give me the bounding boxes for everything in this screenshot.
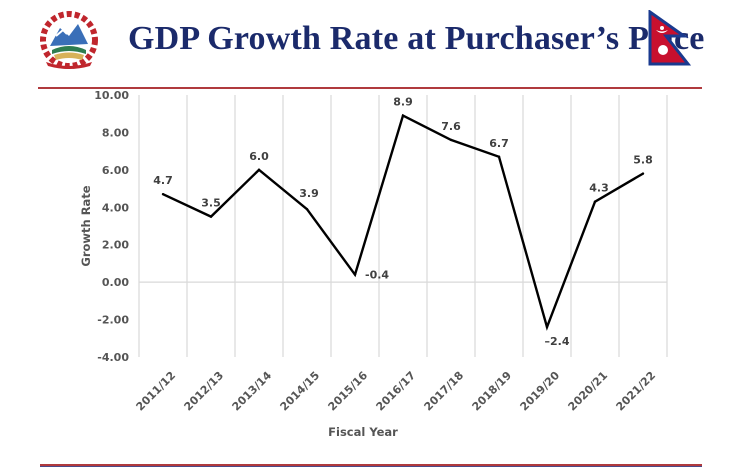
data-label: 5.8 bbox=[633, 154, 653, 167]
data-label: 3.9 bbox=[299, 187, 319, 200]
nepal-emblem-icon bbox=[40, 11, 98, 69]
y-tick-label: -4.00 bbox=[97, 351, 129, 364]
series-line bbox=[161, 113, 645, 331]
gridlines bbox=[138, 95, 668, 357]
x-tick-label: 2017/18 bbox=[422, 369, 467, 414]
x-axis-ticks: 2011/12 2012/13 2013/14 2014/15 2015/16 2016/… bbox=[134, 369, 659, 414]
x-tick-label: 2018/19 bbox=[470, 369, 515, 414]
data-point bbox=[305, 207, 309, 211]
data-point bbox=[401, 114, 405, 117]
y-tick-label: 4.00 bbox=[102, 201, 129, 214]
data-label: 3.5 bbox=[201, 197, 221, 210]
data-point bbox=[353, 273, 357, 276]
x-tick-label: 2019/20 bbox=[518, 369, 563, 414]
data-point bbox=[209, 215, 213, 218]
data-label: –2.4 bbox=[545, 335, 570, 348]
data-labels: 4.7 3.5 6.0 3.9 -0.4 8.9 7.6 6.7 –2.4 4.3 5.8 bbox=[153, 96, 653, 348]
data-point bbox=[641, 172, 645, 175]
x-tick-label: 2014/15 bbox=[278, 369, 323, 414]
y-axis-title: Growth Rate bbox=[79, 185, 93, 266]
y-tick-label: 0.00 bbox=[102, 276, 129, 289]
data-point bbox=[257, 168, 261, 172]
y-axis-ticks: 10.00 8.00 6.00 4.00 2.00 0.00 -2.00 -4.00 bbox=[94, 89, 129, 364]
data-label: 6.0 bbox=[249, 150, 269, 163]
data-point bbox=[593, 200, 597, 203]
y-tick-label: 10.00 bbox=[94, 89, 129, 102]
x-tick-label: 2013/14 bbox=[230, 369, 275, 414]
y-tick-label: 6.00 bbox=[102, 164, 129, 177]
y-tick-label: 2.00 bbox=[102, 239, 129, 252]
x-axis-title: Fiscal Year bbox=[328, 425, 398, 439]
data-label: 6.7 bbox=[489, 137, 509, 150]
footer-divider bbox=[40, 464, 702, 467]
data-label: 8.9 bbox=[393, 96, 413, 109]
data-point bbox=[545, 325, 549, 329]
x-tick-label: 2011/12 bbox=[134, 369, 179, 414]
header-divider bbox=[38, 87, 702, 89]
nepal-flag-icon bbox=[648, 10, 692, 66]
page-title: GDP Growth Rate at Purchaser’s Price bbox=[128, 20, 705, 57]
data-label: -0.4 bbox=[365, 269, 389, 282]
y-tick-label: 8.00 bbox=[102, 126, 129, 139]
x-tick-label: 2016/17 bbox=[374, 369, 419, 414]
x-tick-label: 2020/21 bbox=[566, 369, 611, 414]
x-tick-label: 2021/22 bbox=[614, 369, 659, 414]
data-label: 4.3 bbox=[589, 182, 609, 195]
data-label: 4.7 bbox=[153, 174, 173, 187]
data-point bbox=[161, 192, 165, 196]
y-tick-label: -2.00 bbox=[97, 314, 129, 327]
data-label: 7.6 bbox=[441, 120, 461, 133]
data-point bbox=[497, 155, 501, 158]
x-tick-label: 2015/16 bbox=[326, 369, 371, 414]
data-point bbox=[449, 138, 453, 142]
x-tick-label: 2012/13 bbox=[182, 369, 227, 414]
